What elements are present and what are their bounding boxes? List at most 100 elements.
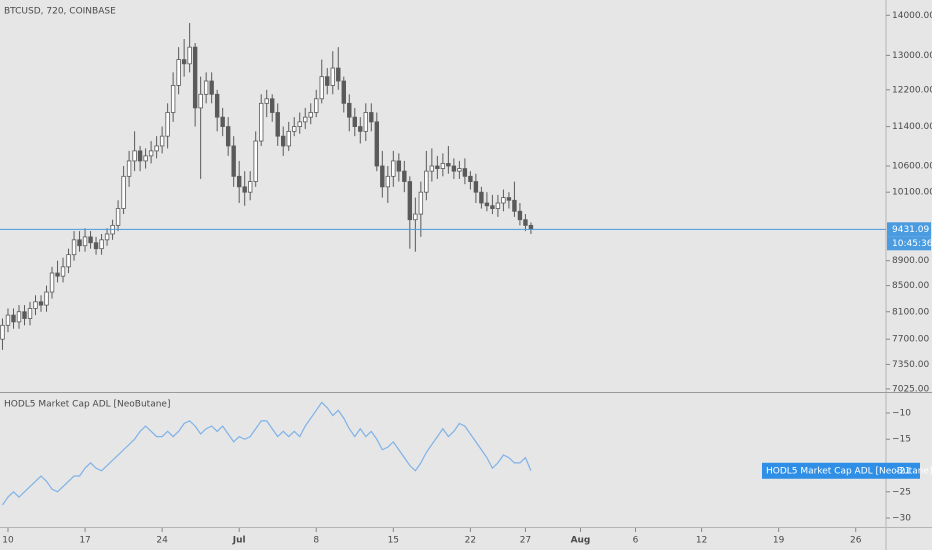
candle-body [391,160,396,177]
candle-body [468,175,473,182]
candle-body [115,208,121,226]
candle-body [286,130,291,147]
candle-body [385,175,391,188]
candle-body [380,165,385,188]
candle-body [253,140,258,182]
x-tick-label: 19 [773,536,785,546]
candle-body [247,181,253,193]
candle-body [374,121,380,167]
y-tick-label: 13000.00 [892,51,932,61]
candle-body [93,242,99,250]
candle-body [341,80,346,104]
candle-body [308,112,313,118]
y-tick-label: 7025.00 [892,384,929,394]
candle-body [5,314,11,326]
candle-body [281,135,286,147]
candle-body [501,197,506,204]
y-tick-label: 11400.00 [892,122,932,132]
candle-body [358,126,363,132]
candle-body [181,59,187,65]
price-label: 9431.09 [892,225,929,235]
candle-body [418,191,424,215]
x-tick-label: 10 [2,536,14,546]
candle-body [159,135,165,147]
candle-body [33,301,38,309]
candle-body [528,224,534,230]
candle-body [154,145,159,152]
candle-body [512,199,517,212]
candle-body [220,116,225,127]
candle-body [126,160,132,177]
x-tick-label: 26 [850,536,862,546]
y-tick-label: 14000.00 [892,11,932,21]
x-tick-label: 8 [313,536,319,546]
y-tick-label: −25 [892,487,911,497]
candle-body [132,150,137,162]
countdown-bg [887,236,931,251]
indicator-label-name: HODL5 Market Cap ADL [NeoButane] [766,466,932,476]
candle-body [104,233,110,241]
candle-body [236,175,242,188]
candle-body [192,46,198,109]
candle-body [451,165,457,172]
candle-body [99,239,104,250]
candle-body [446,163,451,167]
x-tick-label: 27 [520,536,531,546]
candle-body [490,205,495,209]
y-tick-label: 8100.00 [892,307,929,317]
candle-body [0,324,5,340]
candle-body [303,116,308,123]
y-tick-label: −30 [892,514,911,524]
candle-body [479,191,484,204]
x-tick-label: 22 [465,536,476,546]
symbol-title: BTCUSD, 720, COINBASE [4,7,116,17]
candle-body [38,301,44,306]
candle-body [22,311,27,319]
y-tick-label: 10600.00 [892,162,932,172]
candle-body [143,155,148,162]
candle-body [77,239,82,247]
candle-body [396,160,402,172]
candle-body [82,236,88,247]
candle-body [44,291,49,306]
candle-body [187,46,192,65]
candle-body [137,150,143,162]
candle-body [523,219,528,226]
candle-body [517,210,523,221]
candle-body [203,80,209,95]
candle-body [242,186,247,193]
candle-body [457,168,462,172]
x-tick-label: Aug [571,536,591,546]
y-tick-label: 8500.00 [892,281,929,291]
candle-body [319,76,324,100]
candle-body [209,80,214,95]
y-tick-label: −15 [892,435,911,445]
indicator-line [1,401,532,506]
candle-body [484,202,490,207]
x-tick-label: 6 [633,536,639,546]
x-tick-label: 17 [79,536,90,546]
candle-body [369,112,374,123]
indicator-label-bg [762,462,920,479]
candle-body [407,181,413,221]
indicator-label-value: -21 [896,466,911,476]
candle-body [88,236,93,244]
candle-body [352,116,357,127]
candle-body [292,126,297,132]
candle-body [424,170,429,193]
candle-body [27,308,33,319]
candle-body [198,93,203,109]
y-tick-label: 8900.00 [892,256,929,266]
candle-body [60,266,66,277]
candle-body [165,112,170,137]
candle-body [325,76,330,86]
candle-body [49,272,55,293]
candle-body [264,98,269,104]
candle-body [495,202,501,209]
candle-body [440,163,446,169]
candle-body [11,314,16,323]
x-tick-label: 12 [696,536,707,546]
candle-body [231,145,236,177]
